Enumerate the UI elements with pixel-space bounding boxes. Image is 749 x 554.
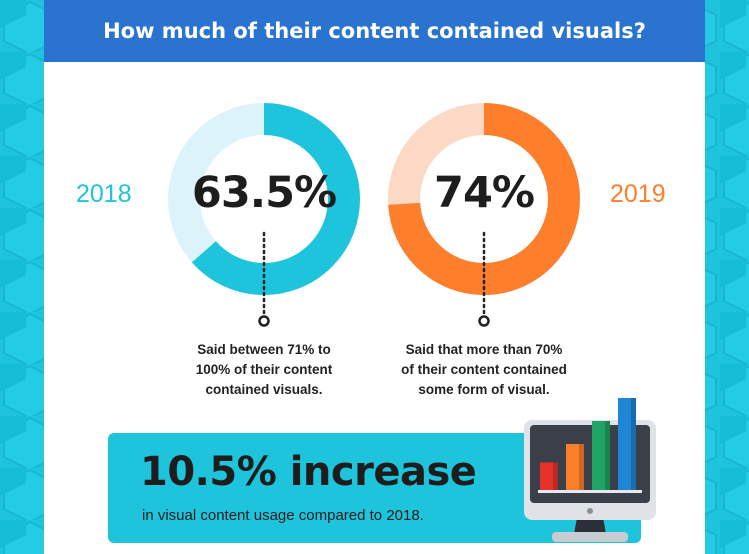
- connector-2018-end-icon: [258, 315, 270, 327]
- percent-2019-label: 74%: [434, 168, 535, 218]
- caption-2018-line: 100% of their content: [195, 362, 333, 377]
- monitor-bar-chart-icon: [524, 398, 656, 542]
- caption-2018: Said between 71% to 100% of their conten…: [154, 340, 374, 400]
- monitor-chart-bar: [618, 398, 636, 490]
- caption-2018-line: contained visuals.: [205, 382, 323, 397]
- caption-2019-line: Said that more than 70%: [405, 342, 563, 357]
- page-title: How much of their content contained visu…: [103, 19, 646, 43]
- year-2018-label: 2018: [76, 180, 132, 208]
- caption-2018-line: Said between 71% to: [197, 342, 331, 357]
- caption-2019-line: some form of visual.: [418, 382, 550, 397]
- monitor-chart-bar-shade: [631, 398, 636, 490]
- connector-2019-end-icon: [478, 315, 490, 327]
- monitor-power-dot: [587, 508, 593, 514]
- donut-2019-value-arc: [388, 103, 580, 295]
- caption-2019: Said that more than 70% of their content…: [374, 340, 594, 400]
- monitor-chart-bar-shade: [579, 444, 584, 490]
- percent-2018-label: 63.5%: [191, 168, 337, 218]
- monitor-chart-bar-shade: [605, 421, 610, 490]
- infographic-card: How much of their content contained visu…: [44, 0, 705, 554]
- donut-2018-value-arc: [168, 103, 360, 295]
- monitor-chart-bar: [592, 421, 610, 490]
- monitor-chart-bar: [540, 462, 558, 490]
- monitor-chart-bar-shade: [553, 462, 558, 490]
- increase-headline: 10.5% increase: [140, 449, 477, 495]
- header-bar: How much of their content contained visu…: [44, 0, 705, 62]
- monitor-chart-bar: [566, 444, 584, 490]
- increase-subtext: in visual content usage compared to 2018…: [142, 507, 424, 524]
- caption-2019-line: of their content contained: [401, 362, 567, 377]
- year-2019-label: 2019: [610, 180, 666, 208]
- monitor-base: [552, 532, 628, 542]
- donut-charts: [168, 103, 580, 327]
- monitor-chart-baseline: [538, 490, 642, 493]
